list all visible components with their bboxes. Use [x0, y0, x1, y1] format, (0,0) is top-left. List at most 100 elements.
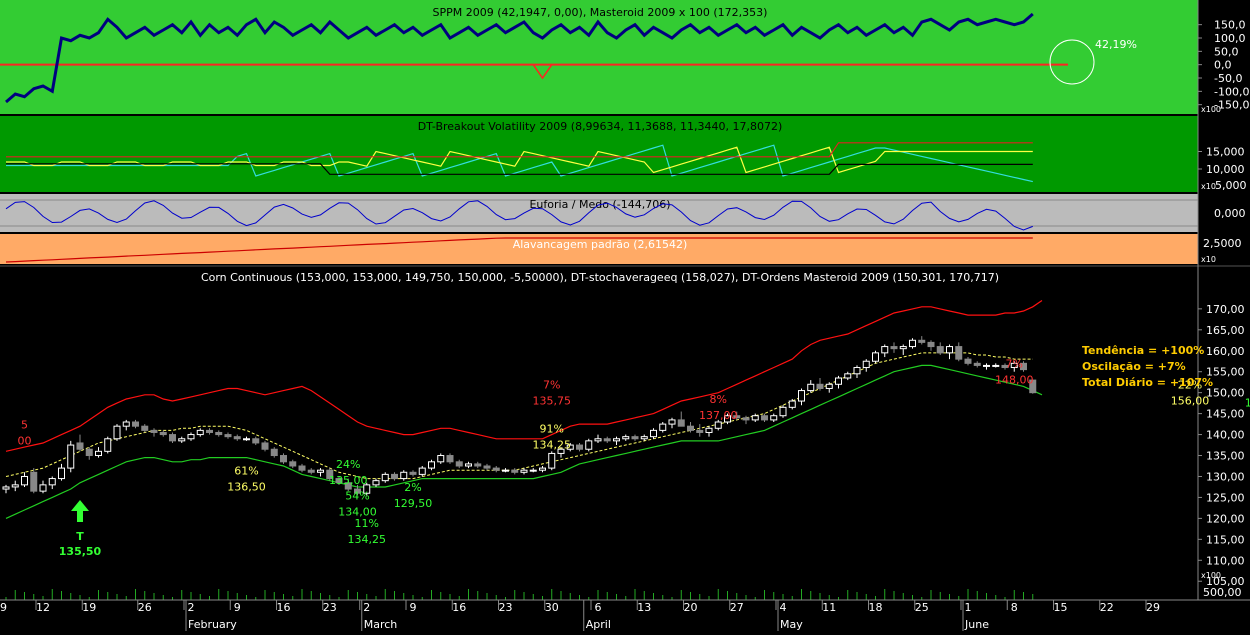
candle-body: [409, 471, 417, 475]
volume-bar: [995, 595, 997, 600]
volume-bar: [717, 589, 719, 600]
volume-bar: [79, 595, 81, 600]
day-tick-label: 30: [545, 601, 559, 614]
candle-body: [372, 480, 380, 486]
candle-body: [252, 438, 260, 444]
candle-body: [844, 373, 852, 379]
volume-bar: [967, 589, 969, 600]
candle-body: [890, 346, 898, 350]
candle-body: [899, 346, 907, 350]
annotation-price: 134,00: [338, 506, 377, 519]
volume-bar: [616, 594, 617, 600]
volume-bar: [14, 590, 16, 600]
price-tick-label: 150,00: [1206, 387, 1245, 400]
volume-bar: [773, 592, 775, 600]
candle-body: [215, 431, 223, 436]
annotation-price: 135,00: [329, 474, 368, 487]
volume-bar: [394, 591, 395, 600]
annotation-percent: 7%: [543, 378, 560, 391]
candle-body: [1020, 362, 1027, 371]
volume-bar: [153, 593, 155, 600]
main-panel-background: [0, 266, 1198, 600]
candle-body: [30, 471, 38, 492]
volume-bar: [190, 592, 192, 600]
volume-bar: [301, 589, 303, 600]
candle-body: [566, 444, 574, 450]
candle-body: [687, 425, 694, 431]
volatility-cyan-line: [6, 144, 1033, 183]
signal-price: 135,50: [59, 545, 102, 558]
month-label: May: [780, 618, 803, 631]
volume-bar: [542, 596, 543, 600]
volume-bar: [51, 589, 53, 600]
main-price-panel[interactable]: Corn Continuous (153,000, 153,000, 149,7…: [0, 0, 1250, 600]
volume-bar: [782, 594, 784, 600]
stoch-average-line: [5, 352, 1033, 480]
volatility-badge-suffix: 5,000: [1215, 179, 1247, 192]
day-tick-label: 6: [595, 601, 602, 614]
volume-bar: [708, 596, 710, 600]
candle-body: [39, 484, 47, 492]
volume-bar: [893, 591, 895, 600]
alavancagem-line: [5, 237, 1033, 263]
candle-body: [724, 415, 731, 423]
day-tick-label: 11: [822, 601, 836, 614]
volume-bar: [745, 595, 747, 600]
volume-bar: [653, 593, 654, 600]
volume-bar: [958, 596, 960, 600]
candle-body: [243, 438, 250, 441]
candle-body: [178, 438, 186, 442]
annotation-percent: 5: [21, 418, 28, 431]
volume-bar: [98, 590, 99, 600]
euforia-panel[interactable]: Euforia / Medo (-144,706) 0,000: [0, 194, 1250, 232]
annotation-percent: 91%: [540, 422, 564, 435]
day-tick-label: 2: [363, 601, 370, 614]
volume-bar: [856, 592, 858, 600]
candle-body: [659, 423, 667, 431]
day-tick-label: 29: [1146, 601, 1160, 614]
time-axis-edge-label: 9: [0, 601, 7, 614]
volume-bar: [458, 596, 460, 600]
sppm-gauge-label: 42,19%: [1095, 38, 1137, 51]
price-tick-label: 110,00: [1206, 554, 1245, 567]
candle-body: [363, 484, 371, 494]
volume-bar: [495, 595, 497, 600]
candle-body: [2, 486, 10, 490]
volume-scale-badge: x100: [1201, 571, 1221, 580]
month-label: April: [586, 618, 611, 631]
candle-body: [585, 440, 593, 450]
trend-signal: T 135,50: [59, 500, 102, 558]
alavancagem-tick: 2,5000: [1203, 237, 1242, 250]
candle-body: [881, 346, 889, 354]
price-tick-label: 165,00: [1206, 324, 1245, 337]
volume-bar: [199, 594, 201, 600]
volatility-panel[interactable]: DT-Breakout Volatility 2009 (8,99634, 11…: [0, 116, 1250, 192]
candle-body: [770, 415, 778, 421]
candle-body: [761, 415, 768, 421]
volume-bar: [791, 596, 793, 600]
candle-body: [289, 461, 297, 467]
alavancagem-panel[interactable]: Alavancagem padrão (2,61542) 2,5000 x10: [0, 234, 1250, 264]
volume-bar: [1013, 590, 1015, 600]
volume-bar: [606, 592, 608, 600]
candle-body: [113, 425, 121, 440]
day-tick-label: 22: [1100, 601, 1114, 614]
annotation-price: 136,50: [227, 480, 266, 493]
candle-body: [391, 473, 398, 480]
candle-body: [779, 406, 787, 417]
volatility-axis-background: [1198, 116, 1250, 192]
candle-body: [992, 364, 1000, 367]
volume-bar: [939, 592, 941, 600]
candle-body: [631, 436, 639, 440]
candle-body: [677, 419, 685, 427]
day-tick-label: 18: [869, 601, 883, 614]
volume-bar: [283, 594, 284, 600]
euforia-line: [5, 200, 1033, 231]
time-axis-background: [0, 600, 1250, 631]
time-axis[interactable]: 9 12 19 26 2 9 16 23 2 9 16 23 30 6 13 20 27 4 11 18 25 1 8 15…: [0, 599, 1250, 631]
volume-bar: [810, 591, 812, 600]
sppm-panel[interactable]: SPPM 2009 (42,1947, 0,00), Masteroid 200…: [0, 0, 1250, 114]
candle-body: [122, 421, 130, 427]
candle-body: [714, 421, 722, 429]
candle-body: [955, 346, 963, 360]
